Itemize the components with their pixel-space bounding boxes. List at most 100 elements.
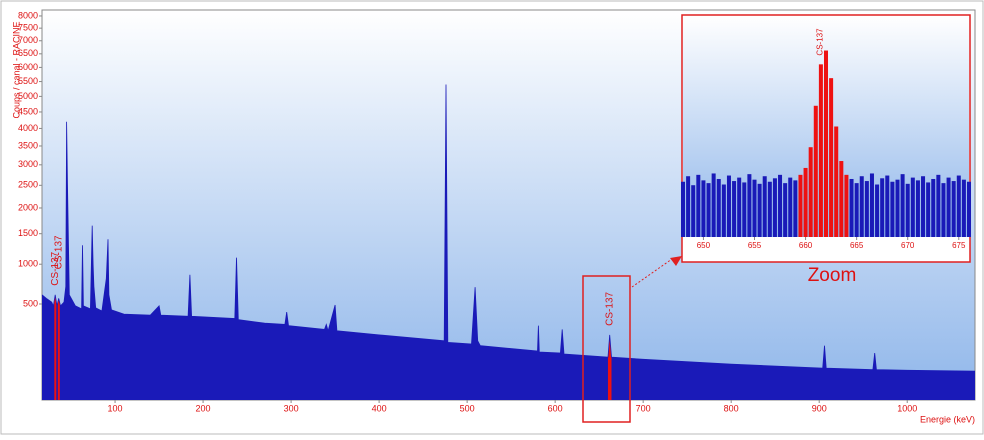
bar bbox=[859, 176, 864, 237]
bar bbox=[696, 174, 701, 237]
y-tick-label: 2500 bbox=[18, 180, 38, 190]
x-tick-label: 900 bbox=[812, 403, 827, 413]
y-tick-label: 7000 bbox=[18, 35, 38, 45]
annotation: CS-137 bbox=[50, 251, 61, 285]
bar bbox=[783, 183, 788, 237]
x-tick-label: 300 bbox=[284, 403, 299, 413]
x-tick-label: 400 bbox=[372, 403, 387, 413]
bar bbox=[839, 161, 844, 237]
bar bbox=[742, 182, 747, 237]
annotation: CS-137 bbox=[604, 291, 615, 325]
bar bbox=[803, 167, 808, 237]
bar bbox=[680, 181, 686, 237]
spectrum-area bbox=[42, 84, 975, 400]
bar bbox=[752, 179, 757, 237]
bar bbox=[966, 181, 972, 237]
bar bbox=[798, 174, 803, 237]
x-tick-label: 800 bbox=[724, 403, 739, 413]
bar bbox=[829, 78, 834, 237]
y-axis-title: Coups / canal - RACINE bbox=[11, 21, 21, 118]
y-tick-label: 5000 bbox=[18, 91, 38, 101]
bar bbox=[890, 181, 895, 237]
bar bbox=[951, 181, 956, 237]
x-tick-label: 500 bbox=[460, 403, 475, 413]
y-tick-label: 3500 bbox=[18, 140, 38, 150]
bar bbox=[732, 181, 737, 237]
x-tick-label: 665 bbox=[850, 241, 864, 250]
annotation: CS-137 bbox=[53, 235, 64, 269]
bar bbox=[895, 179, 900, 237]
y-tick-label: 4500 bbox=[18, 106, 38, 116]
y-tick-label: 4000 bbox=[18, 123, 38, 133]
bar bbox=[772, 178, 777, 237]
zoom-title: Zoom bbox=[808, 265, 857, 286]
bar bbox=[721, 184, 726, 237]
bar bbox=[686, 176, 691, 237]
bar bbox=[823, 50, 829, 237]
x-tick-label: 700 bbox=[636, 403, 651, 413]
y-tick-label: 2000 bbox=[18, 202, 38, 212]
zoom-arrow-head bbox=[670, 256, 682, 266]
bar bbox=[737, 177, 742, 237]
bar bbox=[946, 177, 951, 237]
bar bbox=[691, 185, 696, 237]
bar bbox=[905, 183, 910, 237]
bar bbox=[701, 180, 706, 237]
x-tick-label: 675 bbox=[952, 241, 966, 250]
bar bbox=[854, 183, 859, 237]
bar bbox=[926, 182, 931, 237]
x-tick-label: 1000 bbox=[897, 403, 917, 413]
x-tick-label: 670 bbox=[901, 241, 915, 250]
bar bbox=[921, 176, 926, 237]
y-tick-label: 3000 bbox=[18, 159, 38, 169]
bar bbox=[910, 177, 915, 237]
bar bbox=[793, 180, 798, 237]
y-tick-label: 6500 bbox=[18, 48, 38, 58]
bar bbox=[726, 175, 731, 237]
x-tick-label: 100 bbox=[108, 403, 123, 413]
bar bbox=[813, 105, 818, 237]
y-tick-label: 7500 bbox=[18, 23, 38, 33]
bar bbox=[747, 174, 752, 237]
bar bbox=[864, 181, 869, 237]
bar bbox=[956, 175, 961, 237]
bar bbox=[788, 177, 793, 237]
bar bbox=[936, 174, 941, 237]
bar bbox=[711, 173, 716, 237]
bar bbox=[778, 174, 783, 237]
x-tick-label: 660 bbox=[799, 241, 813, 250]
bar bbox=[757, 183, 762, 237]
bar bbox=[931, 178, 936, 237]
spectrum-line bbox=[41, 84, 976, 372]
annotation: CS-137 bbox=[816, 28, 825, 56]
bar bbox=[869, 173, 874, 237]
bar bbox=[834, 126, 839, 237]
bar bbox=[849, 178, 854, 237]
bar bbox=[941, 183, 946, 237]
y-tick-label: 1500 bbox=[18, 228, 38, 238]
x-tick-label: 200 bbox=[196, 403, 211, 413]
bar bbox=[808, 147, 813, 237]
bar bbox=[885, 175, 890, 237]
bar bbox=[844, 174, 849, 237]
y-tick-label: 1000 bbox=[18, 259, 38, 269]
x-tick-label: 600 bbox=[548, 403, 563, 413]
bar bbox=[818, 64, 823, 237]
bar bbox=[915, 180, 920, 237]
y-tick-label: 8000 bbox=[18, 10, 38, 20]
zoom-chart: 650 655 660 665 670 675 CS-137 Zoom bbox=[680, 28, 972, 286]
y-tick-label: 500 bbox=[23, 298, 38, 308]
x-tick-label: 655 bbox=[748, 241, 762, 250]
zoom-arrow bbox=[631, 258, 673, 288]
bar bbox=[767, 181, 772, 237]
y-tick-label: 5500 bbox=[18, 76, 38, 86]
bar bbox=[880, 178, 885, 237]
bar bbox=[961, 179, 966, 237]
bar bbox=[716, 178, 721, 237]
x-tick-label: 650 bbox=[697, 241, 711, 250]
x-axis-title: Energie (keV) bbox=[920, 414, 975, 424]
bar bbox=[706, 183, 711, 237]
zoom-box bbox=[582, 275, 631, 423]
